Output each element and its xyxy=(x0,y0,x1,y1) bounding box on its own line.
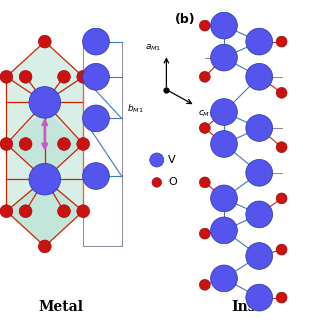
Circle shape xyxy=(0,70,13,83)
Circle shape xyxy=(199,123,210,133)
Circle shape xyxy=(38,240,51,253)
Circle shape xyxy=(276,87,287,98)
Polygon shape xyxy=(6,77,45,179)
Circle shape xyxy=(246,63,273,90)
Circle shape xyxy=(19,70,32,83)
Circle shape xyxy=(246,243,273,269)
Text: Ins: Ins xyxy=(231,300,255,314)
Circle shape xyxy=(199,279,210,290)
Circle shape xyxy=(276,142,287,153)
Polygon shape xyxy=(6,42,83,112)
Polygon shape xyxy=(6,109,83,179)
Circle shape xyxy=(83,63,109,90)
Circle shape xyxy=(29,87,60,118)
Circle shape xyxy=(246,28,273,55)
Circle shape xyxy=(199,20,210,31)
Circle shape xyxy=(77,205,90,218)
Circle shape xyxy=(29,164,60,195)
Text: $a_{M1}$: $a_{M1}$ xyxy=(145,43,162,53)
Circle shape xyxy=(211,12,237,39)
Text: Metal: Metal xyxy=(38,300,83,314)
Circle shape xyxy=(19,138,32,150)
Circle shape xyxy=(83,163,109,189)
Circle shape xyxy=(199,228,210,239)
Text: $b_{M1}$: $b_{M1}$ xyxy=(127,102,144,115)
Circle shape xyxy=(246,115,273,141)
Circle shape xyxy=(58,70,70,83)
Circle shape xyxy=(199,177,210,188)
Circle shape xyxy=(276,292,287,303)
Circle shape xyxy=(77,138,90,150)
Circle shape xyxy=(276,244,287,255)
Circle shape xyxy=(211,44,237,71)
Text: (b): (b) xyxy=(175,13,196,26)
Circle shape xyxy=(19,205,32,218)
Circle shape xyxy=(152,178,162,187)
Circle shape xyxy=(199,71,210,82)
Circle shape xyxy=(0,205,13,218)
Circle shape xyxy=(246,159,273,186)
Text: O: O xyxy=(168,177,177,188)
Circle shape xyxy=(0,138,13,150)
Circle shape xyxy=(246,201,273,228)
Circle shape xyxy=(276,36,287,47)
Text: $c_{M1}$: $c_{M1}$ xyxy=(198,109,214,119)
Circle shape xyxy=(77,70,90,83)
Circle shape xyxy=(58,138,70,150)
Circle shape xyxy=(211,131,237,157)
Circle shape xyxy=(83,105,109,132)
Circle shape xyxy=(211,185,237,212)
Circle shape xyxy=(246,284,273,311)
Polygon shape xyxy=(6,144,45,246)
Circle shape xyxy=(276,193,287,204)
Text: V: V xyxy=(168,155,176,165)
Circle shape xyxy=(211,265,237,292)
Circle shape xyxy=(150,153,164,167)
Polygon shape xyxy=(45,144,83,246)
Circle shape xyxy=(211,217,237,244)
Circle shape xyxy=(58,205,70,218)
Polygon shape xyxy=(45,77,83,179)
Circle shape xyxy=(211,99,237,125)
Circle shape xyxy=(83,28,109,55)
Polygon shape xyxy=(6,176,83,246)
Circle shape xyxy=(38,35,51,48)
